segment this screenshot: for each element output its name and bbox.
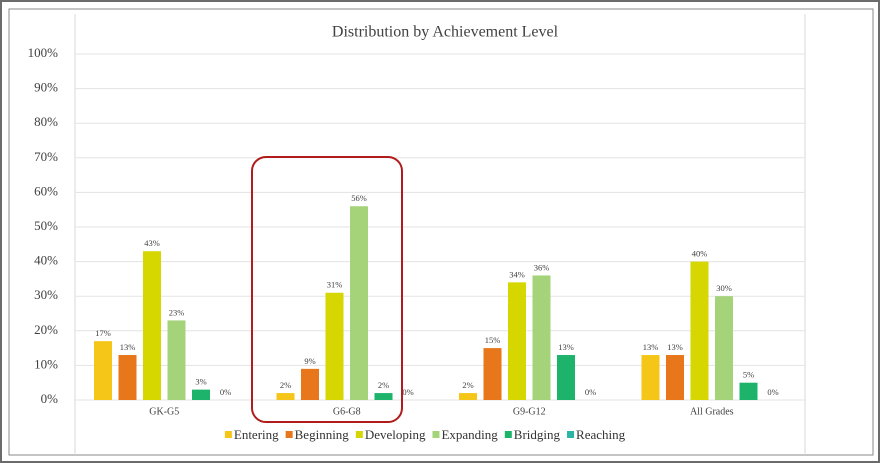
bar bbox=[301, 368, 319, 400]
bar bbox=[459, 393, 477, 400]
bar bbox=[276, 393, 295, 400]
value-label: 2% bbox=[462, 380, 473, 390]
x-tick-label: G9-G12 bbox=[513, 406, 546, 417]
value-label: 0% bbox=[220, 387, 231, 397]
x-tick-label: G6-G8 bbox=[333, 406, 361, 417]
value-label: 0% bbox=[767, 387, 778, 397]
bar bbox=[374, 393, 393, 400]
bar bbox=[666, 355, 684, 400]
value-label: 5% bbox=[743, 370, 754, 380]
y-tick-label: 70% bbox=[34, 149, 58, 164]
y-tick-label: 40% bbox=[34, 253, 58, 268]
bar bbox=[715, 296, 733, 400]
legend-label: Entering bbox=[234, 427, 279, 442]
value-label: 15% bbox=[485, 335, 501, 345]
bar bbox=[167, 320, 186, 400]
legend-label: Expanding bbox=[441, 427, 498, 442]
y-tick-label: 90% bbox=[34, 80, 58, 95]
value-label: 43% bbox=[144, 238, 160, 248]
legend-swatch bbox=[567, 431, 575, 438]
y-tick-label: 50% bbox=[34, 218, 58, 233]
bar bbox=[641, 355, 660, 400]
value-label: 0% bbox=[585, 387, 596, 397]
x-tick-label: GK-G5 bbox=[149, 406, 179, 417]
legend-item: Developing bbox=[355, 427, 426, 442]
legend: Entering Beginning Developing Expanding Brid… bbox=[224, 427, 626, 442]
value-label: 13% bbox=[120, 342, 136, 352]
bar bbox=[94, 341, 112, 400]
bar bbox=[508, 282, 526, 400]
legend-swatch bbox=[285, 431, 293, 438]
y-tick-label: 60% bbox=[34, 183, 58, 198]
legend-swatch bbox=[432, 431, 440, 438]
x-tick-label: All Grades bbox=[690, 406, 734, 417]
legend-swatch bbox=[224, 431, 232, 438]
value-label: 3% bbox=[195, 377, 206, 387]
value-label: 2% bbox=[378, 380, 389, 390]
value-label: 36% bbox=[534, 262, 550, 272]
bar bbox=[739, 382, 758, 400]
value-label: 2% bbox=[280, 380, 291, 390]
bar bbox=[350, 206, 368, 400]
value-label: 13% bbox=[643, 342, 659, 352]
legend-label: Beginning bbox=[295, 427, 350, 442]
legend-swatch bbox=[355, 431, 363, 438]
plot: 0% 10% 20% 30% 40% 50% 60% 70% 80% 90% 100% GK-G5 17… bbox=[28, 45, 805, 442]
value-label: 13% bbox=[667, 342, 683, 352]
legend-item: Reaching bbox=[567, 427, 626, 442]
value-label: 30% bbox=[716, 283, 732, 293]
legend-label: Developing bbox=[365, 427, 426, 442]
value-label: 31% bbox=[327, 280, 343, 290]
value-label: 17% bbox=[95, 328, 111, 338]
legend-item: Beginning bbox=[285, 427, 350, 442]
legend-item: Entering bbox=[224, 427, 279, 442]
bar bbox=[143, 251, 161, 400]
value-label: 23% bbox=[169, 307, 185, 317]
value-label: 40% bbox=[692, 249, 708, 259]
value-label: 56% bbox=[351, 193, 367, 203]
bar bbox=[532, 275, 551, 400]
y-tick-label: 20% bbox=[34, 322, 58, 337]
y-tick-label: 80% bbox=[34, 114, 58, 129]
legend-label: Reaching bbox=[576, 427, 626, 442]
bar bbox=[690, 261, 709, 400]
highlight-box bbox=[251, 156, 403, 423]
bar bbox=[118, 355, 137, 400]
y-tick-label: 100% bbox=[28, 45, 59, 60]
value-label: 9% bbox=[304, 356, 315, 366]
bar bbox=[192, 389, 210, 400]
value-label: 0% bbox=[402, 387, 413, 397]
legend-swatch bbox=[504, 431, 512, 438]
y-tick-label: 10% bbox=[34, 356, 58, 371]
legend-label: Bridging bbox=[514, 427, 561, 442]
y-tick-label: 30% bbox=[34, 287, 58, 302]
bar bbox=[325, 292, 344, 400]
y-tick-label: 0% bbox=[41, 391, 59, 406]
legend-item: Expanding bbox=[432, 427, 498, 442]
value-label: 34% bbox=[509, 269, 525, 279]
chart-title: Distribution by Achievement Level bbox=[332, 24, 559, 41]
bar bbox=[483, 348, 502, 400]
value-label: 13% bbox=[558, 342, 574, 352]
legend-item: Bridging bbox=[504, 427, 561, 442]
bar bbox=[557, 355, 575, 400]
